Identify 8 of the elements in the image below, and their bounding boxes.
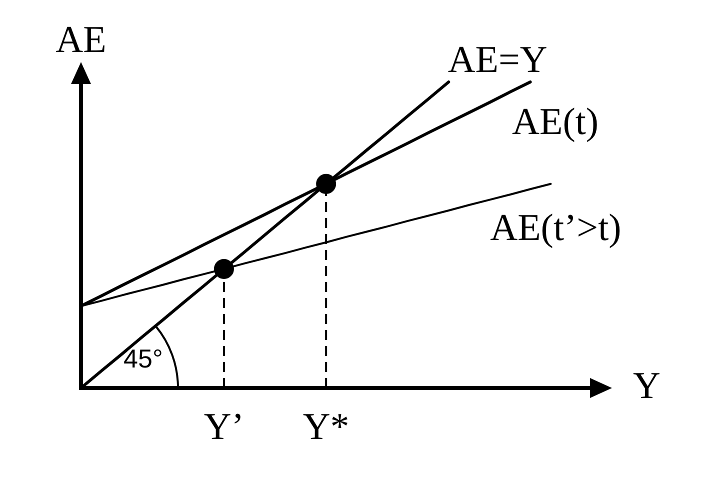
annotation: 45° xyxy=(124,344,163,374)
x-axis-title: Y xyxy=(633,364,660,407)
series-label: AE(t) xyxy=(512,100,599,143)
y-axis-title: AE xyxy=(56,18,106,61)
x-tick-label: Y’ xyxy=(204,406,244,448)
x-tick-label: Y* xyxy=(302,406,350,448)
series-label: AE=Y xyxy=(448,38,548,81)
series-label: AE(t’>t) xyxy=(490,206,622,249)
